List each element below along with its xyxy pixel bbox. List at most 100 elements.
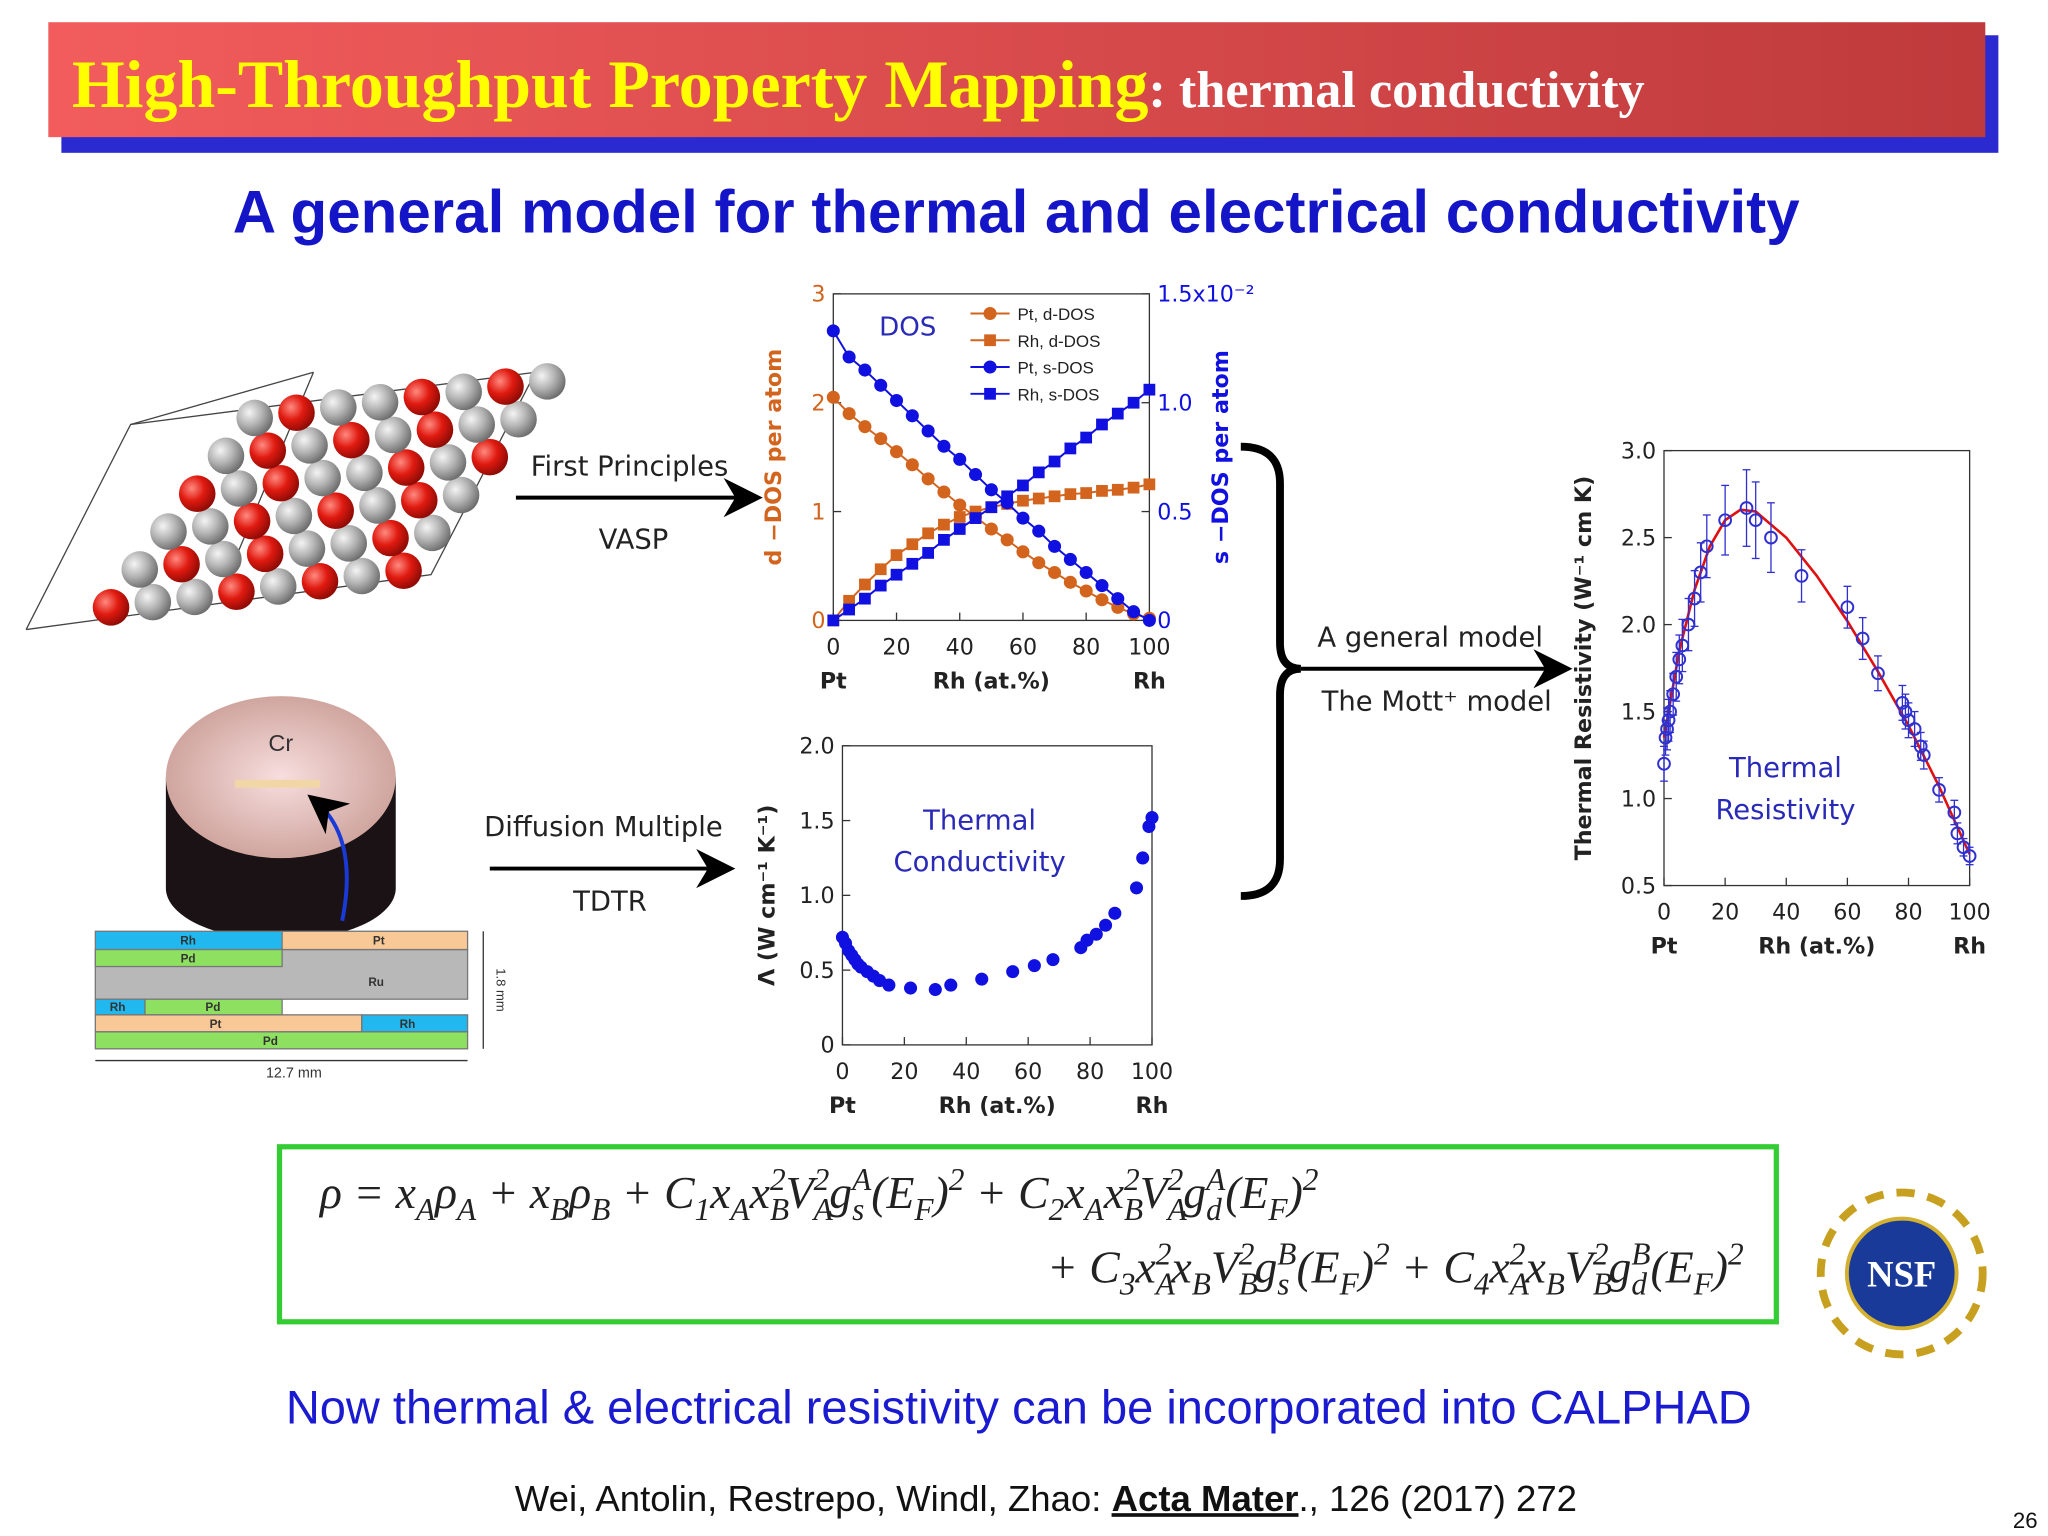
layer-label: Pd [205, 1001, 220, 1014]
atom [207, 437, 245, 475]
equation-subscript: B [1192, 1266, 1211, 1301]
marker [826, 390, 840, 404]
x-tick-label: 60 [1009, 634, 1037, 660]
marker [953, 498, 967, 512]
marker [921, 472, 935, 486]
x-tick-label: 100 [1128, 634, 1170, 660]
annotation: Resistivity [1715, 795, 1855, 826]
marker [1699, 539, 1714, 554]
equation-symbol: + [1047, 1242, 1089, 1293]
atom [374, 416, 412, 454]
x-end-label: Pt [820, 668, 847, 694]
equation-symbol: x [529, 1167, 550, 1218]
marker [1048, 455, 1061, 468]
arrow-label: A general model [1317, 623, 1543, 654]
y-tick-label: 3.0 [1621, 438, 1656, 464]
marker [1916, 748, 1931, 762]
atom [471, 438, 509, 476]
annotation: Thermal [1728, 753, 1842, 784]
chart: 0 20 40 60 80 100 0.5 1.0 1.5 2.0 2.5 3.0 Thermal Re… [1571, 438, 1991, 959]
marker [969, 505, 982, 518]
layer [94, 948, 283, 968]
x-tick-label: 80 [1076, 1059, 1104, 1085]
marker [1111, 407, 1124, 420]
marker [928, 983, 942, 997]
equation-subscript: B [1239, 1266, 1258, 1301]
dimension-label: 1.8 mm [493, 968, 508, 1012]
equation-symbol: g [1254, 1242, 1277, 1293]
equation-symbol: ) [931, 1167, 949, 1218]
equation-symbol: V [1565, 1242, 1598, 1293]
marker [944, 978, 958, 992]
x-end-label: Pt [1651, 933, 1678, 959]
equation-subscript: F [1267, 1192, 1288, 1227]
equation-symbol: g [1183, 1167, 1206, 1218]
marker [842, 350, 856, 364]
equation-subscript: A [812, 1192, 834, 1227]
marker [874, 432, 888, 446]
marker [905, 409, 919, 423]
marker [1658, 730, 1673, 745]
equation-symbol: (E [1296, 1242, 1339, 1293]
equation-symbol: V [1140, 1167, 1173, 1218]
marker [890, 568, 903, 581]
marker [1143, 478, 1156, 491]
equation-symbol: V [1211, 1242, 1244, 1293]
layer [94, 1014, 363, 1033]
marker [1000, 533, 1014, 547]
atom [330, 525, 368, 562]
marker [1129, 881, 1144, 895]
equation-symbol: + [610, 1167, 664, 1218]
marker [1669, 669, 1684, 684]
y-tick-label: 1.0 [1621, 786, 1656, 812]
atom [320, 389, 357, 426]
x-tick-label: 100 [1948, 900, 1990, 926]
marker [1794, 569, 1809, 583]
marker [1064, 442, 1077, 455]
plot-frame [1663, 449, 1971, 887]
equation-superscript: 2 [770, 1162, 786, 1197]
atom [403, 378, 441, 416]
citation-journal: Acta Mater [1112, 1478, 1299, 1519]
marker [1048, 539, 1062, 553]
equation-subscript: B [1546, 1266, 1565, 1301]
equation-subscript: 2 [1049, 1192, 1065, 1227]
x-axis-label: Rh (at.%) [1758, 933, 1875, 959]
header: High-Throughput Property Mapping: therma… [72, 46, 1645, 122]
marker [1080, 487, 1093, 499]
layer-label: Rh [180, 934, 196, 947]
equation-subscript: F [1339, 1266, 1360, 1301]
marker [889, 394, 904, 408]
equation-symbol: C [664, 1167, 695, 1218]
citation: Wei, Antolin, Restrepo, Windl, Zhao: Act… [464, 1478, 1608, 1519]
marker [1111, 483, 1124, 496]
marker [1095, 579, 1109, 593]
equation-subscript: s [852, 1192, 864, 1227]
marker [858, 363, 872, 377]
atom [414, 514, 451, 552]
atom [262, 464, 300, 502]
equation-symbol: V [786, 1167, 819, 1218]
marker [975, 972, 989, 986]
atom [278, 394, 315, 432]
plot-frame [832, 293, 1151, 622]
equation-symbol: (E [871, 1167, 914, 1218]
marker [1127, 396, 1140, 409]
atom [429, 444, 467, 481]
equation-superscript: 2 [1239, 1236, 1255, 1271]
equation-symbol: (E [1650, 1242, 1693, 1293]
equation-superscript: B [1631, 1236, 1650, 1271]
pointer [307, 794, 351, 922]
equation-subscript: d [1206, 1192, 1222, 1227]
marker [1064, 488, 1077, 501]
y-tick-label: 0.5 [799, 958, 834, 984]
legend-label: Rh, s-DOS [1017, 385, 1099, 404]
sample-strip [235, 779, 320, 788]
equation-subscript: 4 [1474, 1266, 1490, 1301]
legend-marker [984, 387, 996, 400]
y-axis-label: d −DOS per atom [761, 349, 787, 566]
equation-superscript: B [1277, 1236, 1296, 1271]
marker [1907, 722, 1922, 736]
marker [1108, 906, 1122, 920]
marker [1096, 485, 1108, 497]
